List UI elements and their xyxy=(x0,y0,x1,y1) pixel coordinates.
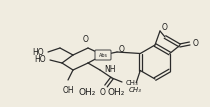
Text: Abs: Abs xyxy=(98,53,108,57)
Text: CH₃: CH₃ xyxy=(126,80,139,86)
Text: O: O xyxy=(162,22,168,31)
Text: O: O xyxy=(119,45,125,54)
Text: O: O xyxy=(193,39,199,48)
Text: O: O xyxy=(83,35,89,44)
Text: OH₂: OH₂ xyxy=(108,88,125,97)
Text: OH: OH xyxy=(62,86,74,95)
Text: HO: HO xyxy=(32,48,44,56)
Text: O: O xyxy=(100,88,106,97)
Text: CH₃: CH₃ xyxy=(129,88,142,94)
Text: OH₂: OH₂ xyxy=(79,88,96,97)
Text: NH: NH xyxy=(104,65,116,74)
Text: HO: HO xyxy=(34,54,46,63)
FancyBboxPatch shape xyxy=(95,50,111,60)
